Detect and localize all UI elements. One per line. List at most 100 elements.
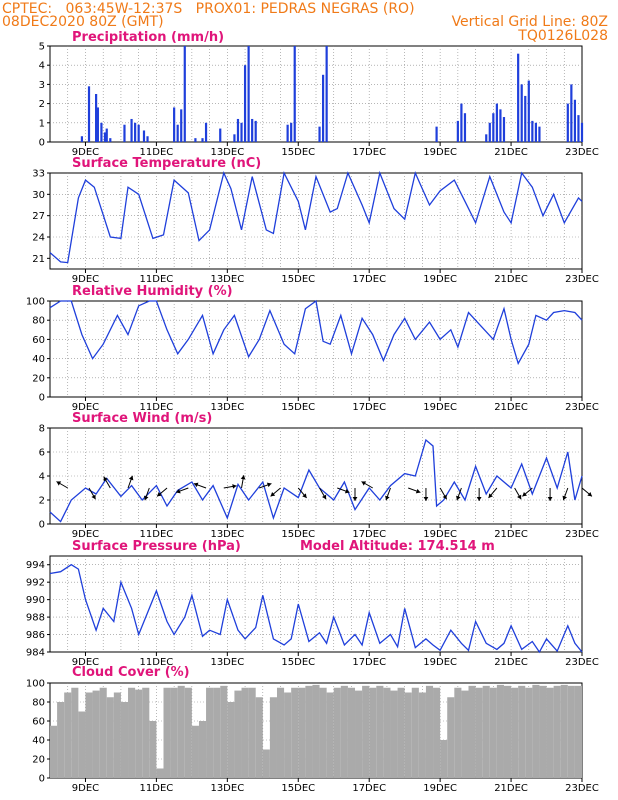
precip-bar (254, 120, 257, 142)
cloud-bar (347, 687, 356, 778)
cloud-bar (128, 687, 136, 778)
x-tick-label: 11DEC (140, 783, 174, 794)
x-tick-label: 19DEC (423, 274, 457, 285)
wind-arrow-head (587, 491, 592, 497)
cloud-bar (198, 721, 207, 778)
y-tick-label: 0 (39, 138, 45, 149)
wind-arrow-head (352, 497, 358, 501)
x-tick-label: 9DEC (72, 402, 99, 413)
precip-panel: 0 1 2 3 4 5 9DEC 11DEC 13DEC 15DEC 17DEC 19DEC 21DEC… (39, 42, 599, 159)
wind-arrow-head (562, 495, 567, 501)
cloud-title: Cloud Cover (%) (72, 665, 190, 680)
x-tick-label: 19DEC (423, 657, 457, 668)
precip-bar (201, 138, 204, 142)
cloud-bar (440, 740, 448, 778)
x-tick-label: 19DEC (423, 402, 457, 413)
precip-bar (527, 80, 530, 142)
precip-bar (485, 134, 488, 142)
y-tick-label: 992 (26, 578, 45, 589)
precip-bar (290, 122, 293, 142)
precip-bar (204, 122, 208, 142)
y-tick-label: 3 (39, 80, 45, 91)
y-tick-label: 30 (32, 190, 45, 201)
y-tick-label: 8 (39, 424, 45, 435)
precip-bar (251, 118, 254, 142)
precip-bar (142, 130, 146, 142)
precip-bar (219, 128, 222, 142)
x-tick-label: 19DEC (423, 147, 457, 158)
wind-arrow-head (415, 488, 421, 494)
precip-bar (318, 126, 321, 142)
cloud-bar (447, 697, 455, 778)
cloud-bar (170, 687, 178, 778)
x-tick-label: 21DEC (494, 147, 528, 158)
wind-arrow-head (321, 494, 327, 500)
cloud-bar (454, 687, 462, 778)
precip-bar (502, 117, 506, 142)
cloud-bar (220, 685, 228, 778)
cloud-bar (390, 690, 398, 778)
x-tick-label: 15DEC (281, 529, 315, 540)
cloud-bar (156, 768, 164, 778)
x-tick-label: 19DEC (423, 783, 457, 794)
x-tick-label: 17DEC (352, 147, 386, 158)
cloud-bar (113, 692, 121, 778)
precip-bar (321, 74, 325, 142)
x-tick-label: 15DEC (281, 402, 315, 413)
cloud-bar (503, 685, 512, 778)
wind-arrow-head (266, 482, 272, 488)
precip-bar (183, 46, 186, 142)
model-altitude: Model Altitude: 174.514 m (300, 539, 495, 554)
header-run-time: 08DEC2020 80Z (GMT) (2, 14, 164, 30)
x-tick-label: 13DEC (210, 783, 244, 794)
cloud-bar (227, 702, 235, 778)
precip-bar (531, 120, 534, 142)
x-tick-label: 11DEC (140, 529, 174, 540)
x-tick-label: 15DEC (281, 657, 315, 668)
x-tick-label: 23DEC (565, 402, 599, 413)
cloud-bar (326, 692, 334, 778)
cloud-bar (276, 687, 285, 778)
x-tick-label: 13DEC (210, 274, 244, 285)
x-tick-label: 11DEC (140, 402, 174, 413)
y-tick-label: 4 (39, 61, 45, 72)
y-tick-label: 27 (32, 211, 45, 222)
x-tick-label: 13DEC (210, 402, 244, 413)
precip-bar (520, 84, 523, 142)
y-tick-label: 40 (32, 736, 45, 747)
x-tick-label: 9DEC (72, 783, 99, 794)
x-tick-label: 21DEC (494, 783, 528, 794)
cloud-bar (496, 684, 504, 778)
precip-bar (286, 124, 289, 142)
precip-bar (463, 113, 467, 142)
precip-bar (109, 138, 112, 142)
precip-bar (233, 134, 236, 142)
precip-bar (517, 53, 520, 142)
x-tick-label: 11DEC (140, 147, 174, 158)
cloud-bar (57, 702, 65, 778)
x-tick-label: 17DEC (352, 529, 386, 540)
wind-panel: 0 2 4 6 8 9DEC 11DEC 13DEC 15DEC 17DEC 19DEC 21DEC 2… (39, 424, 599, 541)
x-tick-label: 21DEC (494, 529, 528, 540)
cloud-bar (397, 687, 405, 778)
y-tick-label: 4 (39, 472, 45, 483)
cloud-bar (298, 687, 306, 778)
precip-bar (87, 86, 91, 142)
precip-bar (96, 107, 99, 142)
precip-bar (580, 122, 584, 142)
y-tick-label: 21 (32, 254, 45, 265)
cloud-bar (163, 687, 171, 778)
cloud-bar (425, 685, 434, 778)
cloud-bar (184, 687, 192, 778)
wind-arrow-head (522, 491, 527, 497)
wind-arrow-head (361, 481, 367, 486)
x-tick-label: 19DEC (423, 529, 457, 540)
rh-title: Relative Humidity (%) (72, 284, 233, 299)
cloud-bar (532, 684, 540, 778)
wind-arrow-head (456, 495, 461, 501)
cloud-bar (433, 687, 441, 778)
cloud-bar (355, 690, 363, 778)
cloud-bar (340, 685, 348, 778)
wind-arrow-head (547, 497, 553, 501)
